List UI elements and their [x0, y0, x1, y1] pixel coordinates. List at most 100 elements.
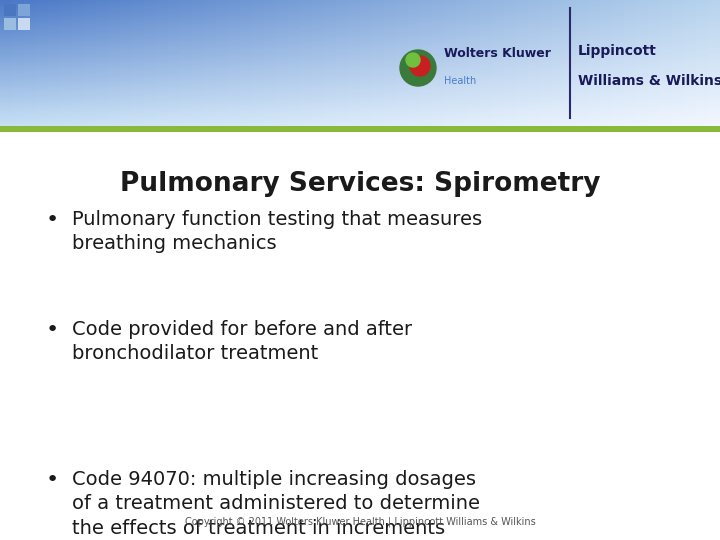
Bar: [84, 43, 97, 44]
Bar: [420, 78, 433, 79]
Bar: [564, 118, 577, 119]
Bar: [636, 107, 649, 108]
Bar: [432, 114, 445, 116]
Bar: [552, 55, 565, 56]
Bar: [84, 50, 97, 51]
Bar: [396, 45, 409, 46]
Bar: [696, 1, 709, 2]
Bar: [60, 49, 73, 50]
Bar: [168, 100, 181, 101]
Bar: [468, 46, 481, 47]
Bar: [564, 41, 577, 42]
Bar: [312, 67, 325, 68]
Bar: [252, 6, 265, 8]
Bar: [384, 44, 397, 45]
Bar: [492, 66, 505, 67]
Bar: [324, 21, 337, 22]
Bar: [168, 111, 181, 112]
Bar: [348, 101, 361, 102]
Bar: [384, 26, 397, 28]
Bar: [504, 67, 517, 68]
Bar: [276, 37, 289, 38]
Bar: [588, 35, 601, 36]
Bar: [336, 76, 349, 77]
Bar: [444, 91, 457, 92]
Bar: [336, 0, 349, 1]
Bar: [312, 75, 325, 76]
Bar: [432, 106, 445, 107]
Bar: [588, 17, 601, 18]
Bar: [600, 106, 613, 107]
Bar: [60, 22, 73, 23]
Bar: [492, 75, 505, 76]
Bar: [360, 17, 373, 18]
Bar: [408, 71, 421, 72]
Bar: [696, 64, 709, 65]
Bar: [120, 100, 133, 101]
Bar: [168, 68, 181, 69]
Bar: [168, 101, 181, 102]
Bar: [588, 88, 601, 89]
Bar: [672, 37, 685, 38]
Bar: [564, 97, 577, 98]
Bar: [108, 83, 121, 84]
Bar: [120, 22, 133, 23]
Bar: [576, 41, 589, 42]
Bar: [708, 108, 720, 109]
Bar: [180, 102, 193, 103]
Bar: [300, 17, 313, 18]
Bar: [408, 33, 421, 35]
Bar: [72, 108, 85, 109]
Bar: [204, 94, 217, 96]
Bar: [660, 6, 673, 8]
Bar: [300, 100, 313, 101]
Bar: [528, 60, 541, 61]
Bar: [60, 122, 73, 123]
Bar: [264, 108, 277, 109]
Bar: [336, 121, 349, 122]
Bar: [24, 68, 37, 69]
Bar: [420, 24, 433, 25]
Bar: [48, 53, 61, 55]
Bar: [612, 88, 625, 89]
Bar: [372, 62, 385, 63]
Bar: [672, 61, 685, 62]
Bar: [600, 19, 613, 20]
Bar: [132, 57, 145, 58]
Bar: [624, 123, 637, 124]
Bar: [564, 75, 577, 76]
Bar: [696, 117, 709, 118]
Bar: [228, 112, 241, 113]
Bar: [0, 83, 13, 84]
Bar: [156, 120, 169, 121]
Bar: [672, 8, 685, 9]
Bar: [684, 16, 697, 17]
Bar: [60, 68, 73, 69]
Bar: [204, 114, 217, 116]
Bar: [132, 84, 145, 85]
Bar: [300, 68, 313, 69]
Bar: [492, 4, 505, 5]
Bar: [444, 108, 457, 109]
Bar: [252, 119, 265, 120]
Bar: [420, 101, 433, 102]
Bar: [252, 104, 265, 105]
Bar: [204, 5, 217, 6]
Bar: [348, 123, 361, 124]
Bar: [36, 22, 49, 23]
Bar: [12, 114, 25, 116]
Bar: [384, 21, 397, 22]
Bar: [612, 31, 625, 32]
Bar: [84, 19, 97, 20]
Bar: [108, 64, 121, 65]
Bar: [540, 80, 553, 81]
Bar: [252, 97, 265, 98]
Bar: [684, 35, 697, 36]
Bar: [420, 100, 433, 101]
Bar: [624, 73, 637, 75]
Bar: [96, 65, 109, 66]
Bar: [540, 22, 553, 23]
Bar: [552, 122, 565, 123]
Bar: [240, 76, 253, 77]
Bar: [156, 109, 169, 110]
